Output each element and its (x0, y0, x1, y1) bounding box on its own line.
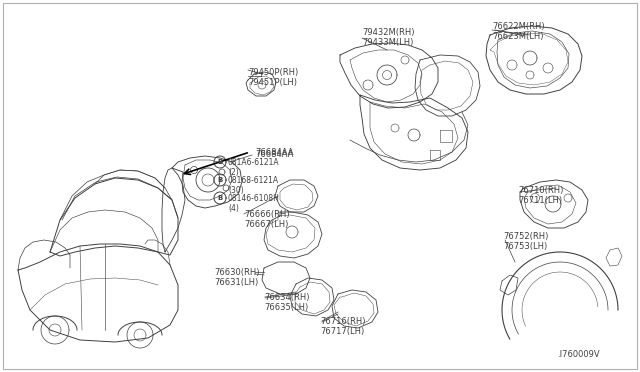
Text: 081A6-6121A
(2): 081A6-6121A (2) (228, 158, 280, 177)
Text: 76716(RH)
76717(LH): 76716(RH) 76717(LH) (320, 317, 365, 336)
Text: B: B (218, 159, 223, 165)
Text: B: B (218, 195, 223, 201)
Text: 08146-6108H
(4): 08146-6108H (4) (228, 194, 280, 214)
Text: 76630(RH)
76631(LH): 76630(RH) 76631(LH) (214, 268, 259, 288)
Text: 08168-6121A
(30): 08168-6121A (30) (228, 176, 279, 195)
Text: 79432M(RH)
79433M(LH): 79432M(RH) 79433M(LH) (362, 28, 415, 47)
Text: 76622M(RH)
76623M(LH): 76622M(RH) 76623M(LH) (492, 22, 545, 41)
Text: 76684AA: 76684AA (255, 150, 294, 159)
Text: 76684AA: 76684AA (255, 148, 294, 157)
Text: 76634(RH)
76635(LH): 76634(RH) 76635(LH) (264, 293, 310, 312)
Text: 76752(RH)
76753(LH): 76752(RH) 76753(LH) (503, 232, 548, 251)
Text: 79450P(RH)
79451P(LH): 79450P(RH) 79451P(LH) (248, 68, 298, 87)
Text: 76666(RH)
76667(LH): 76666(RH) 76667(LH) (244, 210, 290, 230)
Text: 76710(RH)
76711(LH): 76710(RH) 76711(LH) (518, 186, 563, 205)
Text: .I760009V: .I760009V (557, 350, 600, 359)
Text: B: B (218, 177, 223, 183)
